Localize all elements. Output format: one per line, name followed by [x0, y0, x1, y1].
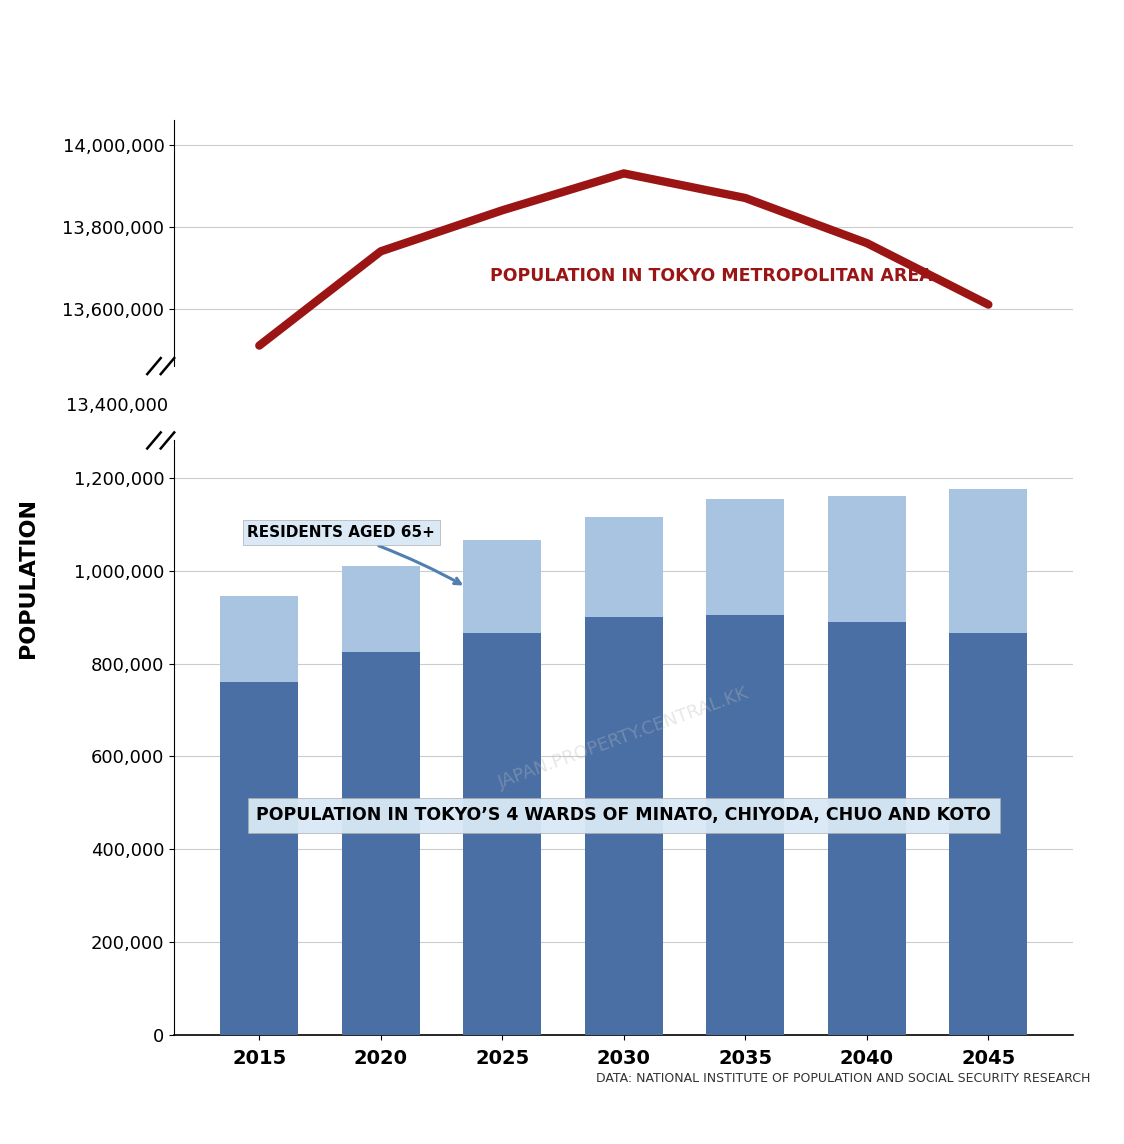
Bar [828, 621, 906, 1035]
Bar [584, 517, 663, 617]
Bar [463, 540, 541, 634]
Text: FORECAST POPULATION IN TOKYO (2015 - 2045): FORECAST POPULATION IN TOKYO (2015 - 204… [71, 18, 1053, 53]
Text: RESIDENTS AGED 65+: RESIDENTS AGED 65+ [247, 525, 461, 583]
Bar [342, 652, 419, 1035]
Bar [220, 596, 298, 682]
Bar [707, 614, 785, 1035]
Bar [584, 617, 663, 1035]
Text: JAPAN.PROPERTY.CENTRAL.KK: JAPAN.PROPERTY.CENTRAL.KK [496, 684, 752, 792]
Text: POPULATION IN TOKYO METROPOLITAN AREA: POPULATION IN TOKYO METROPOLITAN AREA [490, 267, 933, 285]
Bar [707, 499, 785, 614]
Bar [463, 634, 541, 1035]
Text: POPULATION IN TOKYO’S 4 WARDS OF MINATO, CHIYODA, CHUO AND KOTO: POPULATION IN TOKYO’S 4 WARDS OF MINATO,… [256, 807, 991, 824]
Text: POPULATION: POPULATION [18, 498, 38, 658]
Bar [950, 634, 1027, 1035]
Bar [950, 490, 1027, 634]
Text: 13,400,000: 13,400,000 [66, 397, 169, 415]
Text: DATA: NATIONAL INSTITUTE OF POPULATION AND SOCIAL SECURITY RESEARCH: DATA: NATIONAL INSTITUTE OF POPULATION A… [596, 1072, 1090, 1085]
Bar [828, 496, 906, 621]
Bar [220, 682, 298, 1035]
Bar [342, 566, 419, 652]
